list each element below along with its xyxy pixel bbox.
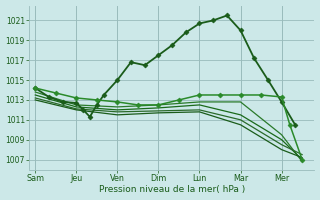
X-axis label: Pression niveau de la mer( hPa ): Pression niveau de la mer( hPa ) (99, 185, 245, 194)
